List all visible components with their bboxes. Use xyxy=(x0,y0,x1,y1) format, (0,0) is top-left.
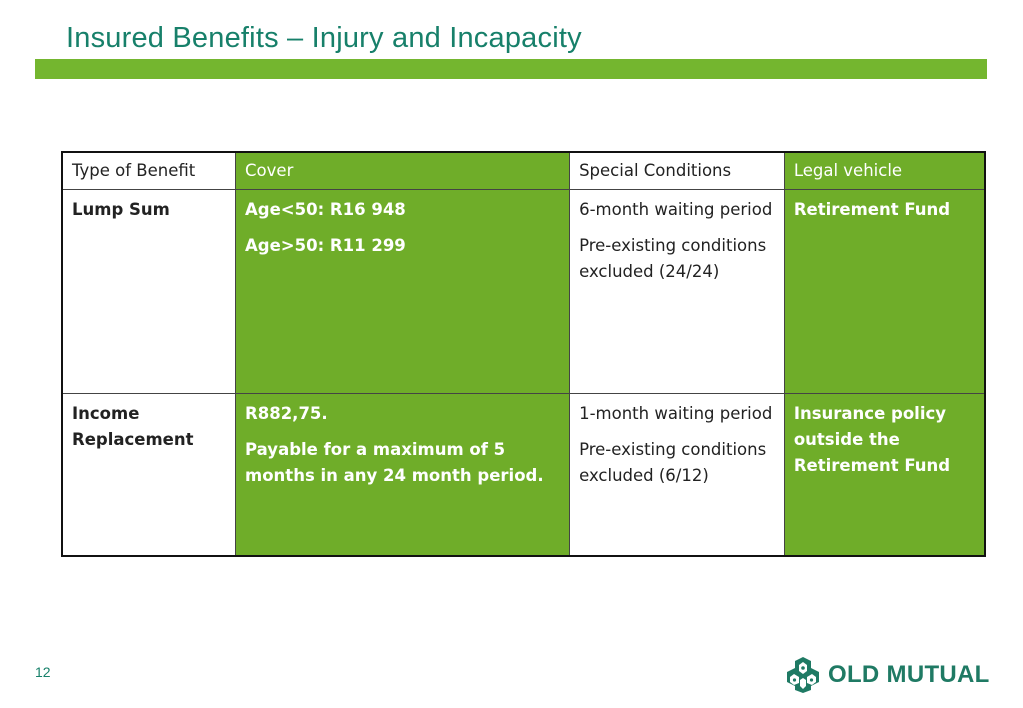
benefit-type-cell: Lump Sum xyxy=(61,189,237,394)
logo-wordmark: OLD MUTUAL xyxy=(828,661,990,688)
conditions-cell: 6-month waiting period Pre-existing cond… xyxy=(569,189,785,394)
legal-vehicle-label: Retirement Fund xyxy=(793,200,951,219)
page-number: 12 xyxy=(35,664,51,680)
header-type-of-benefit: Type of Benefit xyxy=(61,151,237,190)
table-row: Income Replacement R882,75. Payable for … xyxy=(61,393,986,557)
header-legal-vehicle: Legal vehicle xyxy=(783,151,986,190)
legal-vehicle-cell: Insurance policy outside the Retirement … xyxy=(783,393,986,557)
table-row: Lump Sum Age<50: R16 948 Age>50: R11 299… xyxy=(61,189,986,394)
slide-title: Insured Benefits – Injury and Incapacity xyxy=(66,22,582,54)
old-mutual-crest-icon xyxy=(787,657,819,693)
title-accent-bar xyxy=(35,59,987,79)
benefits-table: Type of Benefit Cover Special Conditions… xyxy=(61,151,986,557)
condition-line: 1-month waiting period xyxy=(579,404,773,423)
benefit-type-label: Income Replacement xyxy=(72,404,194,449)
benefit-type-label: Lump Sum xyxy=(72,200,170,219)
cover-line: Age>50: R11 299 xyxy=(245,236,406,255)
condition-line: Pre-existing conditions excluded (6/12) xyxy=(579,440,767,485)
legal-vehicle-label: Insurance policy outside the Retirement … xyxy=(793,404,951,475)
cover-line: R882,75. xyxy=(245,404,328,423)
header-cover: Cover xyxy=(235,151,571,190)
cover-cell: Age<50: R16 948 Age>50: R11 299 xyxy=(235,189,571,394)
conditions-cell: 1-month waiting period Pre-existing cond… xyxy=(569,393,785,557)
cover-cell: R882,75. Payable for a maximum of 5 mont… xyxy=(235,393,571,557)
cover-line: Payable for a maximum of 5 months in any… xyxy=(245,440,544,485)
cover-line: Age<50: R16 948 xyxy=(245,200,406,219)
condition-line: 6-month waiting period xyxy=(579,200,773,219)
table-header-row: Type of Benefit Cover Special Conditions… xyxy=(61,151,986,190)
legal-vehicle-cell: Retirement Fund xyxy=(783,189,986,394)
benefit-type-cell: Income Replacement xyxy=(61,393,237,557)
old-mutual-logo: OLD MUTUAL xyxy=(786,655,990,695)
condition-line: Pre-existing conditions excluded (24/24) xyxy=(579,236,767,281)
header-special-conditions: Special Conditions xyxy=(569,151,785,190)
